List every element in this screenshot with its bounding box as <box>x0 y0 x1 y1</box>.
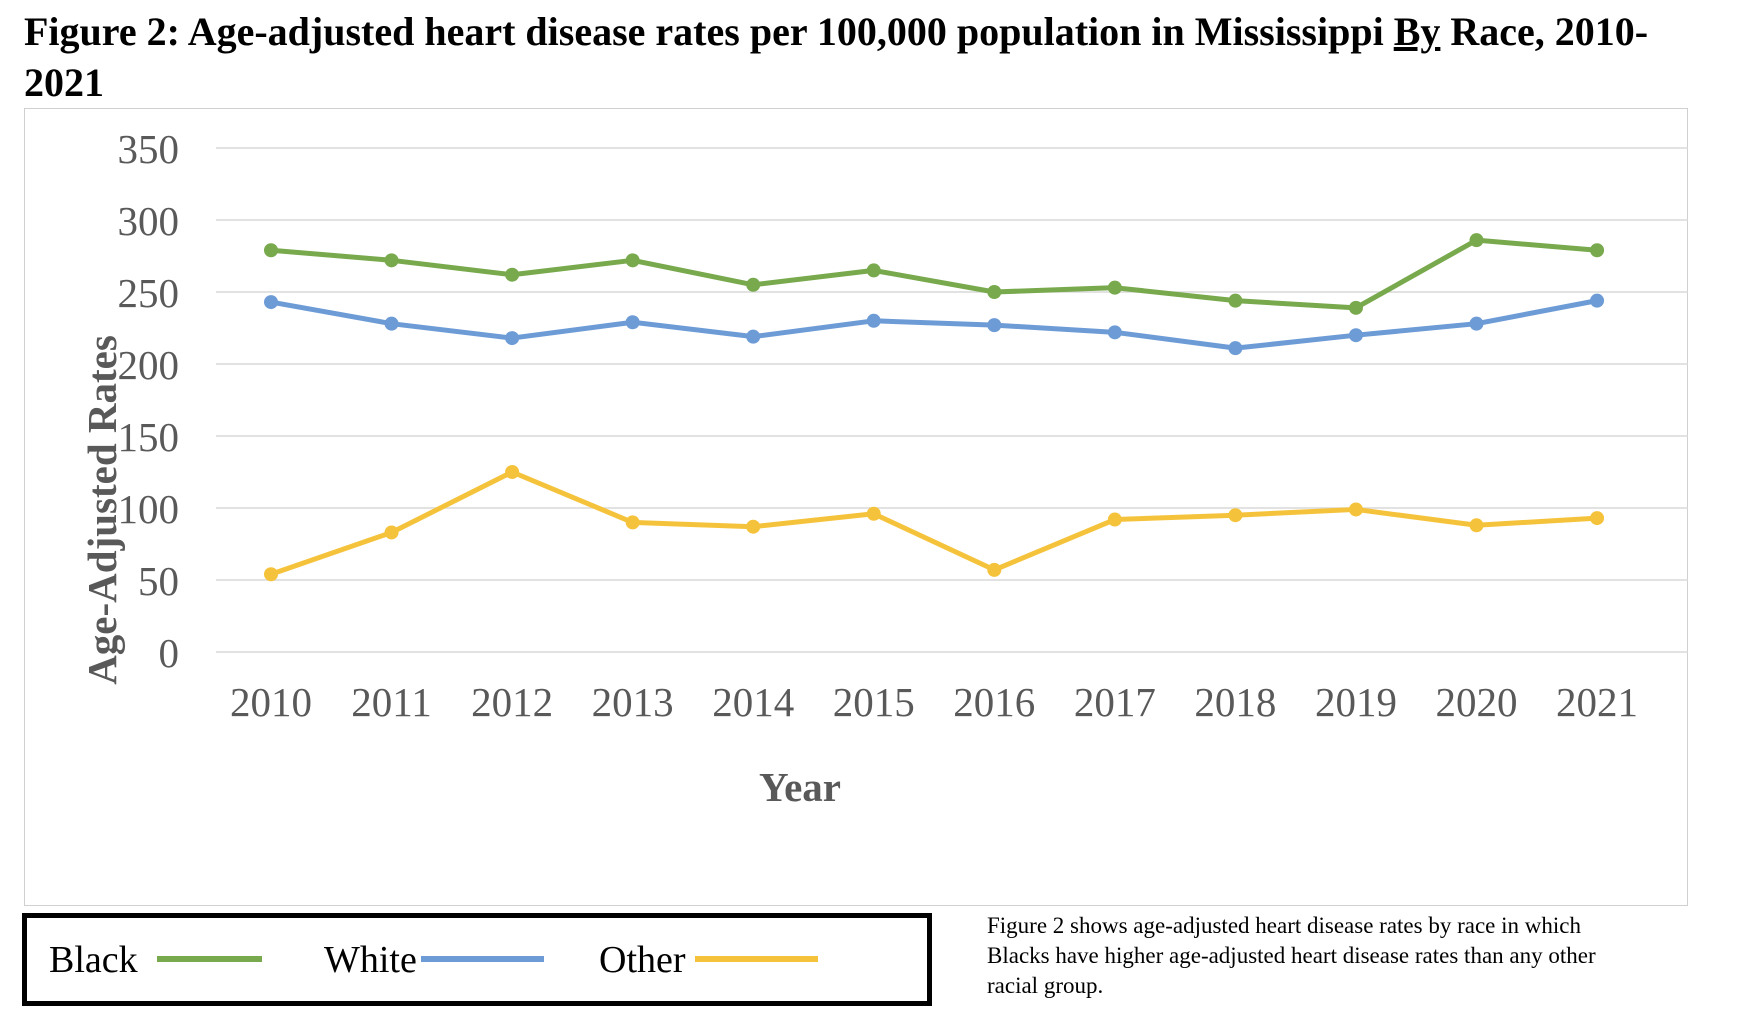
data-point-white <box>746 329 761 344</box>
series-lines <box>264 233 1605 582</box>
legend-line-white <box>421 956 544 962</box>
y-tick-label: 150 <box>118 414 180 460</box>
x-axis-ticks: 2010 2011 2012 2013 2014 2015 2016 2017 2018 2019… <box>230 679 1638 725</box>
data-point-other <box>505 465 520 479</box>
x-tick-label: 2021 <box>1556 679 1638 725</box>
data-point-other <box>746 519 761 534</box>
data-point-black <box>1469 233 1484 248</box>
data-point-other <box>264 567 278 582</box>
data-point-white <box>264 295 278 310</box>
data-point-black <box>1107 280 1122 295</box>
legend-line-black <box>157 956 262 962</box>
data-point-other <box>625 515 640 530</box>
data-point-white <box>625 315 640 330</box>
title-text-end: Race, 2010-2021 <box>24 9 1649 105</box>
legend-label-white: White <box>324 939 417 981</box>
data-point-other <box>384 525 399 540</box>
y-axis-label: Age-Adjusted Rates <box>79 335 125 685</box>
data-point-black <box>987 285 1002 299</box>
data-point-white <box>1469 316 1484 331</box>
data-point-white <box>1107 325 1122 340</box>
gridlines <box>216 147 1688 653</box>
data-point-white <box>1228 341 1243 356</box>
x-tick-label: 2018 <box>1194 679 1276 725</box>
data-point-black <box>384 253 399 268</box>
x-tick-label: 2017 <box>1074 679 1156 725</box>
series-line-white <box>268 298 1600 351</box>
x-tick-label: 2019 <box>1315 679 1397 725</box>
title-link[interactable]: By <box>1393 9 1441 54</box>
x-axis-label: Year <box>759 764 841 810</box>
data-point-black <box>746 277 761 292</box>
data-point-other <box>866 506 881 521</box>
data-point-white <box>384 316 399 331</box>
y-axis-ticks: 0 50 100 150 200 250 300 350 <box>118 126 180 676</box>
x-tick-label: 2011 <box>351 679 431 725</box>
data-point-other <box>1469 518 1484 533</box>
title-text-start: Figure 2: Age-adjusted heart disease rat… <box>24 9 1394 54</box>
x-tick-label: 2020 <box>1436 679 1518 725</box>
data-point-white <box>987 318 1002 333</box>
data-point-black <box>505 267 520 282</box>
legend-line-other <box>695 956 818 962</box>
x-tick-label: 2013 <box>592 679 674 725</box>
data-point-black <box>1590 243 1605 258</box>
data-point-other <box>1107 512 1122 527</box>
chart-title: Figure 2: Age-adjusted heart disease rat… <box>24 6 1724 108</box>
data-point-white <box>1590 293 1605 308</box>
data-point-black <box>866 263 881 278</box>
data-point-other <box>987 562 1002 577</box>
y-tick-label: 0 <box>159 630 180 676</box>
data-point-white <box>1348 328 1363 343</box>
y-tick-label: 100 <box>118 486 180 532</box>
data-point-other <box>1590 511 1605 526</box>
x-tick-label: 2016 <box>953 679 1035 725</box>
x-tick-label: 2015 <box>833 679 915 725</box>
legend: Black White Other <box>22 913 932 1006</box>
data-point-black <box>1348 300 1363 315</box>
x-tick-label: 2012 <box>471 679 553 725</box>
y-tick-label: 250 <box>118 270 180 316</box>
y-tick-label: 350 <box>118 126 180 172</box>
x-tick-label: 2010 <box>230 679 312 725</box>
data-point-black <box>625 253 640 268</box>
data-point-white <box>505 331 520 346</box>
data-point-black <box>264 243 278 258</box>
data-point-other <box>1228 508 1243 523</box>
legend-label-black: Black <box>49 939 138 981</box>
y-tick-label: 300 <box>118 198 180 244</box>
legend-label-other: Other <box>599 939 686 981</box>
series-line-black <box>268 237 1600 311</box>
series-line-other <box>268 469 1600 577</box>
data-point-black <box>1228 293 1243 308</box>
figure-caption: Figure 2 shows age-adjusted heart diseas… <box>987 913 1596 998</box>
x-tick-label: 2014 <box>712 679 794 725</box>
y-tick-label: 50 <box>138 558 179 604</box>
y-tick-label: 200 <box>118 342 180 388</box>
chart-area: 0 50 100 150 200 250 300 350 2010 2011 2012 2013 20… <box>24 108 1688 906</box>
data-point-other <box>1348 502 1363 517</box>
data-point-white <box>866 313 881 328</box>
